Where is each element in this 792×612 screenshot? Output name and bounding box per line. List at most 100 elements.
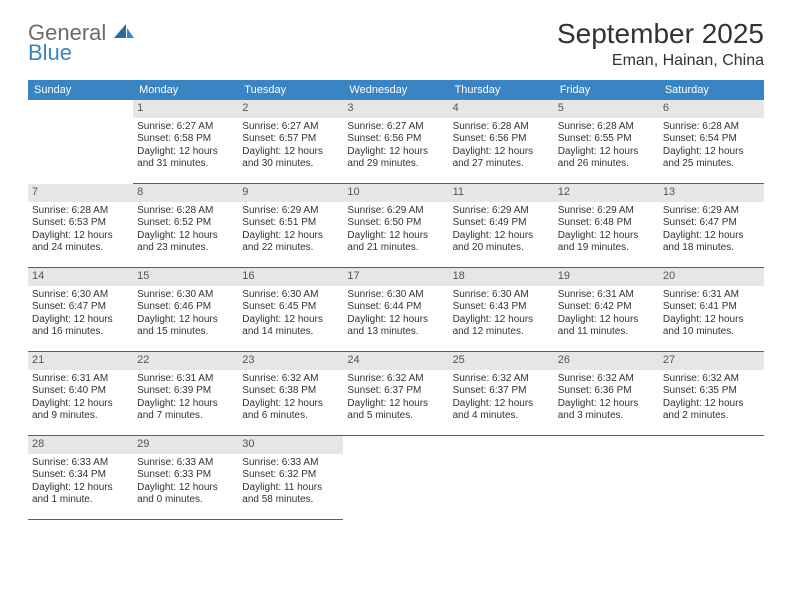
empty-cell [343, 436, 448, 520]
day-cell: 15Sunrise: 6:30 AMSunset: 6:46 PMDayligh… [133, 268, 238, 352]
day-number: 17 [343, 268, 448, 286]
day-cell: 21Sunrise: 6:31 AMSunset: 6:40 PMDayligh… [28, 352, 133, 436]
sunset-text: Sunset: 6:41 PM [663, 301, 760, 314]
sunrise-text: Sunrise: 6:33 AM [137, 457, 234, 470]
daylight-text: Daylight: 12 hours and 2 minutes. [663, 398, 760, 423]
sunset-text: Sunset: 6:32 PM [242, 469, 339, 482]
day-cell: 27 Sunrise: 6:32 AMSunset: 6:35 PMDayligh… [659, 352, 764, 436]
day-cell: 3Sunrise: 6:27 AMSunset: 6:56 PMDaylight… [343, 100, 448, 184]
empty-cell [659, 436, 764, 520]
sunset-text: Sunset: 6:50 PM [347, 217, 444, 230]
day-cell: 13Sunrise: 6:29 AMSunset: 6:47 PMDayligh… [659, 184, 764, 268]
day-number: 21 [28, 352, 133, 370]
title-block: September 2025 Eman, Hainan, China [557, 18, 764, 70]
day-cell: 20Sunrise: 6:31 AMSunset: 6:41 PMDayligh… [659, 268, 764, 352]
sunrise-text: Sunrise: 6:28 AM [32, 205, 129, 218]
day-cell: 19Sunrise: 6:31 AMSunset: 6:42 PMDayligh… [554, 268, 659, 352]
daylight-text: Daylight: 12 hours and 13 minutes. [347, 314, 444, 339]
sunrise-text: Sunrise: 6:30 AM [453, 289, 550, 302]
day-number: 19 [554, 268, 659, 286]
day-cell: 26Sunrise: 6:32 AMSunset: 6:36 PMDayligh… [554, 352, 659, 436]
sunrise-text: Sunrise: 6:31 AM [32, 373, 129, 386]
day-cell: 23Sunrise: 6:32 AMSunset: 6:38 PMDayligh… [238, 352, 343, 436]
sunset-text: Sunset: 6:46 PM [137, 301, 234, 314]
sunrise-text: Sunrise: 6:33 AM [242, 457, 339, 470]
daylight-text: Daylight: 12 hours and 27 minutes. [453, 146, 550, 171]
weekday-header: Monday [133, 80, 238, 100]
sunset-text: Sunset: 6:53 PM [32, 217, 129, 230]
day-number: 14 [28, 268, 133, 286]
page-subtitle: Eman, Hainan, China [557, 52, 764, 70]
daylight-text: Daylight: 12 hours and 29 minutes. [347, 146, 444, 171]
day-cell: 18Sunrise: 6:30 AMSunset: 6:43 PMDayligh… [449, 268, 554, 352]
day-cell: 11Sunrise: 6:29 AMSunset: 6:49 PMDayligh… [449, 184, 554, 268]
sunrise-text: Sunrise: 6:33 AM [32, 457, 129, 470]
empty-cell [449, 436, 554, 520]
sunset-text: Sunset: 6:55 PM [558, 133, 655, 146]
sunset-text: Sunset: 6:35 PM [663, 385, 760, 398]
daylight-text: Daylight: 12 hours and 22 minutes. [242, 230, 339, 255]
logo: General Blue [28, 18, 136, 64]
daylight-text: Daylight: 12 hours and 25 minutes. [663, 146, 760, 171]
empty-cell [28, 100, 133, 184]
sunset-text: Sunset: 6:56 PM [453, 133, 550, 146]
sunset-text: Sunset: 6:37 PM [347, 385, 444, 398]
daylight-text: Daylight: 12 hours and 4 minutes. [453, 398, 550, 423]
page-title: September 2025 [557, 18, 764, 50]
daylight-text: Daylight: 11 hours and 58 minutes. [242, 482, 339, 507]
day-cell: 9Sunrise: 6:29 AMSunset: 6:51 PMDaylight… [238, 184, 343, 268]
day-cell: 25 Sunrise: 6:32 AMSunset: 6:37 PMDayligh… [449, 352, 554, 436]
sunrise-text: Sunrise: 6:30 AM [347, 289, 444, 302]
empty-cell [554, 436, 659, 520]
sunset-text: Sunset: 6:45 PM [242, 301, 339, 314]
daylight-text: Daylight: 12 hours and 6 minutes. [242, 398, 339, 423]
daylight-text: Daylight: 12 hours and 30 minutes. [242, 146, 339, 171]
sunset-text: Sunset: 6:49 PM [453, 217, 550, 230]
sunrise-text: Sunrise: 6:31 AM [137, 373, 234, 386]
sunset-text: Sunset: 6:57 PM [242, 133, 339, 146]
day-number: 2 [238, 100, 343, 118]
sunrise-text: Sunrise: 6:28 AM [663, 121, 760, 134]
sunrise-text: Sunrise: 6:32 AM [453, 373, 550, 386]
day-cell: 2 Sunrise: 6:27 AMSunset: 6:57 PMDaylight… [238, 100, 343, 184]
day-number: 27 [659, 352, 764, 370]
sunrise-text: Sunrise: 6:30 AM [242, 289, 339, 302]
daylight-text: Daylight: 12 hours and 1 minute. [32, 482, 129, 507]
sunset-text: Sunset: 6:38 PM [242, 385, 339, 398]
daylight-text: Daylight: 12 hours and 12 minutes. [453, 314, 550, 339]
calendar-page: General Blue September 2025 Eman, Hainan… [0, 0, 792, 612]
sunset-text: Sunset: 6:40 PM [32, 385, 129, 398]
daylight-text: Daylight: 12 hours and 18 minutes. [663, 230, 760, 255]
sunset-text: Sunset: 6:54 PM [663, 133, 760, 146]
sunset-text: Sunset: 6:52 PM [137, 217, 234, 230]
sunrise-text: Sunrise: 6:32 AM [663, 373, 760, 386]
day-number: 18 [449, 268, 554, 286]
day-number: 24 [343, 352, 448, 370]
sunset-text: Sunset: 6:44 PM [347, 301, 444, 314]
day-cell: 17 Sunrise: 6:30 AMSunset: 6:44 PMDayligh… [343, 268, 448, 352]
day-cell: 14Sunrise: 6:30 AMSunset: 6:47 PMDayligh… [28, 268, 133, 352]
daylight-text: Daylight: 12 hours and 15 minutes. [137, 314, 234, 339]
day-cell: 24Sunrise: 6:32 AMSunset: 6:37 PMDayligh… [343, 352, 448, 436]
logo-sail-icon [114, 22, 136, 44]
day-number: 30 [238, 436, 343, 454]
sunset-text: Sunset: 6:33 PM [137, 469, 234, 482]
daylight-text: Daylight: 12 hours and 21 minutes. [347, 230, 444, 255]
day-cell: 30 Sunrise: 6:33 AMSunset: 6:32 PMDayligh… [238, 436, 343, 520]
sunset-text: Sunset: 6:37 PM [453, 385, 550, 398]
daylight-text: Daylight: 12 hours and 10 minutes. [663, 314, 760, 339]
sunrise-text: Sunrise: 6:27 AM [137, 121, 234, 134]
sunset-text: Sunset: 6:42 PM [558, 301, 655, 314]
day-cell: 16Sunrise: 6:30 AMSunset: 6:45 PMDayligh… [238, 268, 343, 352]
day-number: 4 [449, 100, 554, 118]
day-cell: 5Sunrise: 6:28 AMSunset: 6:55 PMDaylight… [554, 100, 659, 184]
sunrise-text: Sunrise: 6:32 AM [558, 373, 655, 386]
sunset-text: Sunset: 6:36 PM [558, 385, 655, 398]
logo-text: General Blue [28, 18, 136, 64]
sunset-text: Sunset: 6:56 PM [347, 133, 444, 146]
sunrise-text: Sunrise: 6:27 AM [242, 121, 339, 134]
day-number: 9 [238, 184, 343, 202]
sunrise-text: Sunrise: 6:27 AM [347, 121, 444, 134]
sunset-text: Sunset: 6:47 PM [32, 301, 129, 314]
day-number: 25 [449, 352, 554, 370]
